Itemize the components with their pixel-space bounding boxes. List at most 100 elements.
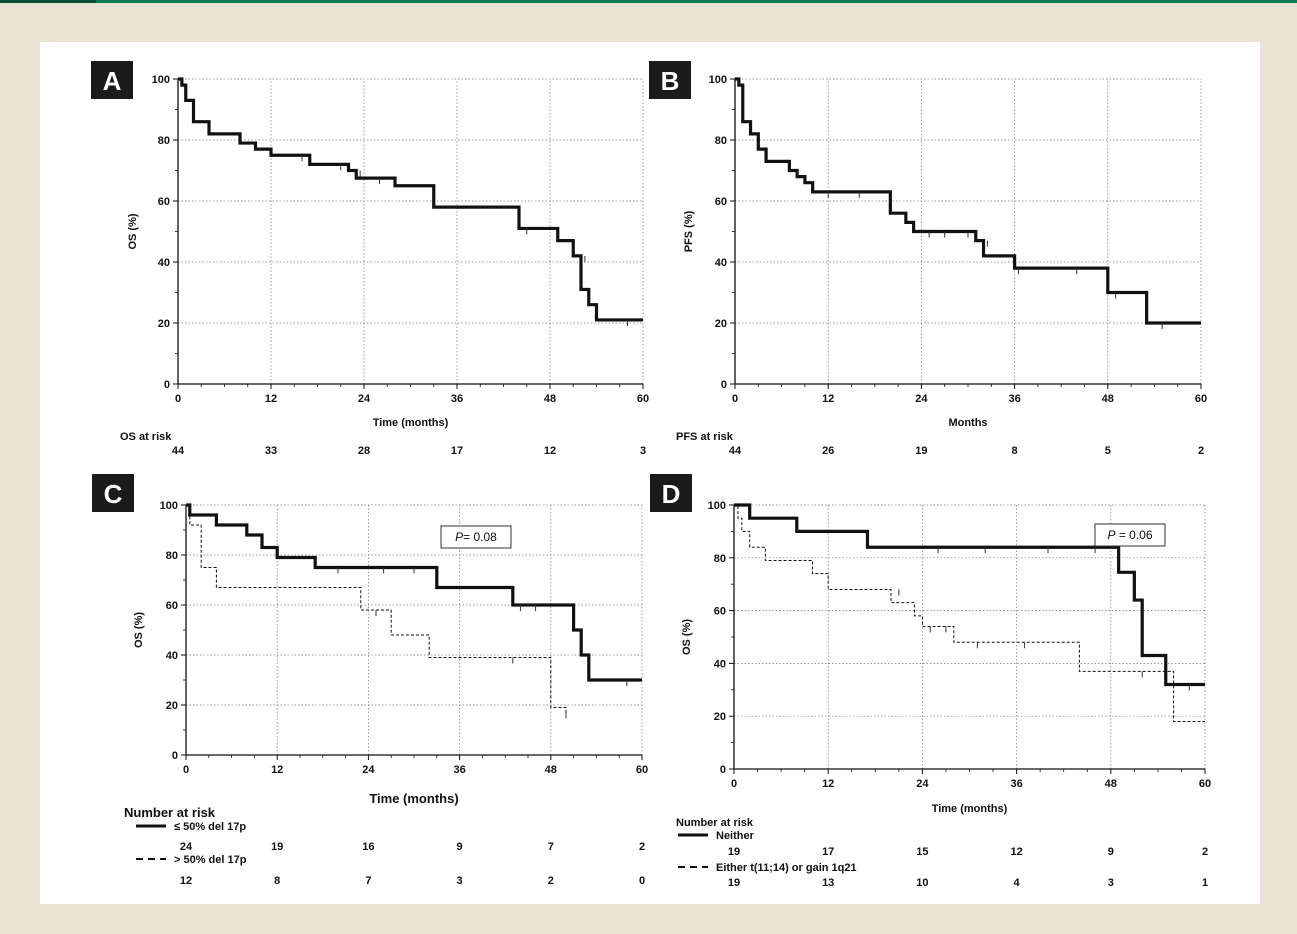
risk-value: 44 bbox=[729, 445, 742, 457]
y-axis-label: OS (%) bbox=[681, 619, 693, 655]
risk-value: 15 bbox=[916, 846, 928, 858]
risk-value: 3 bbox=[1108, 877, 1114, 889]
x-tick-label: 36 bbox=[453, 764, 465, 776]
x-tick-label: 24 bbox=[358, 393, 371, 405]
risk-value: 12 bbox=[544, 445, 556, 457]
risk-value: 3 bbox=[457, 875, 463, 887]
x-tick-label: 0 bbox=[183, 764, 189, 776]
y-tick-label: 20 bbox=[158, 318, 170, 330]
legend-label-2: Either t(11;14) or gain 1q21 bbox=[716, 862, 857, 874]
panel-a: A 0 12 24 36 48 60 0 20 40 60 80 100 Time (months) OS … bbox=[91, 61, 649, 457]
risk-value: 9 bbox=[1108, 846, 1114, 858]
km-curve-1 bbox=[735, 77, 1201, 325]
risk-value: 17 bbox=[822, 846, 834, 858]
km-curve-2 bbox=[734, 504, 1205, 722]
p-value-annotation: P = 0.06 bbox=[1107, 528, 1152, 542]
risk-value: 24 bbox=[180, 841, 193, 853]
x-tick-label: 12 bbox=[822, 778, 834, 790]
legend-label-1: ≤ 50% del 17p bbox=[174, 821, 246, 833]
top-accent-bar bbox=[0, 0, 1297, 3]
x-tick-label: 36 bbox=[1008, 393, 1020, 405]
x-tick-label: 60 bbox=[637, 393, 649, 405]
risk-value: 13 bbox=[822, 877, 834, 889]
panel-badge-label: C bbox=[104, 479, 123, 509]
y-tick-label: 80 bbox=[166, 550, 178, 562]
panel-badge bbox=[91, 61, 133, 99]
y-tick-label: 40 bbox=[166, 650, 178, 662]
risk-value: 19 bbox=[271, 841, 283, 853]
km-curve-1 bbox=[186, 503, 642, 682]
y-tick-label: 60 bbox=[158, 196, 170, 208]
x-axis-label: Time (months) bbox=[932, 803, 1008, 815]
x-tick-label: 12 bbox=[822, 393, 834, 405]
p-value-annotation: P= 0.08 bbox=[455, 530, 497, 544]
risk-value: 2 bbox=[548, 875, 554, 887]
y-axis-label: OS (%) bbox=[133, 612, 145, 648]
y-tick-label: 20 bbox=[166, 700, 178, 712]
risk-value: 7 bbox=[365, 875, 371, 887]
panel-b: B 0 12 24 36 48 60 0 20 40 60 80 100 Months PFS (%) PFS… bbox=[649, 61, 1207, 457]
y-tick-label: 100 bbox=[152, 74, 170, 86]
risk-value: 12 bbox=[180, 875, 192, 887]
y-tick-label: 40 bbox=[715, 257, 727, 269]
y-axis-label: PFS (%) bbox=[683, 210, 695, 252]
x-tick-label: 60 bbox=[1195, 393, 1207, 405]
y-tick-label: 80 bbox=[714, 553, 726, 565]
y-tick-label: 0 bbox=[172, 750, 178, 762]
x-tick-label: 12 bbox=[271, 764, 283, 776]
y-tick-label: 80 bbox=[158, 135, 170, 147]
x-tick-label: 0 bbox=[175, 393, 181, 405]
p-value-prefix: P bbox=[455, 530, 463, 544]
risk-value: 33 bbox=[265, 445, 277, 457]
km-curve-2 bbox=[186, 504, 567, 713]
x-tick-label: 24 bbox=[916, 778, 929, 790]
x-tick-label: 48 bbox=[545, 764, 557, 776]
risk-value: 17 bbox=[451, 445, 463, 457]
top-accent-bar-dark bbox=[0, 0, 96, 3]
x-tick-label: 48 bbox=[544, 393, 556, 405]
y-tick-label: 100 bbox=[160, 500, 178, 512]
y-axis-label: OS (%) bbox=[127, 213, 139, 249]
panel-badge bbox=[650, 474, 692, 512]
x-tick-label: 48 bbox=[1102, 393, 1114, 405]
y-tick-label: 80 bbox=[715, 135, 727, 147]
panel-badge bbox=[649, 61, 691, 99]
y-tick-label: 0 bbox=[164, 379, 170, 391]
y-tick-label: 0 bbox=[721, 379, 727, 391]
risk-value: 8 bbox=[1012, 445, 1018, 457]
x-tick-label: 60 bbox=[1199, 778, 1211, 790]
panel-badge-label: B bbox=[661, 66, 680, 96]
y-tick-label: 40 bbox=[158, 257, 170, 269]
p-value-box bbox=[1094, 523, 1166, 547]
km-curve-1 bbox=[178, 77, 643, 322]
y-tick-label: 20 bbox=[714, 711, 726, 723]
panel-badge-label: D bbox=[662, 479, 681, 509]
risk-value: 28 bbox=[358, 445, 370, 457]
x-axis-label: Months bbox=[948, 417, 987, 429]
y-tick-label: 100 bbox=[708, 500, 726, 512]
p-value-prefix: P bbox=[1107, 528, 1115, 542]
panel-badge bbox=[92, 474, 134, 512]
risk-value: 3 bbox=[640, 445, 646, 457]
risk-value: 7 bbox=[548, 841, 554, 853]
x-tick-label: 24 bbox=[915, 393, 928, 405]
x-tick-label: 0 bbox=[731, 778, 737, 790]
y-tick-label: 40 bbox=[714, 658, 726, 670]
x-tick-label: 36 bbox=[1010, 778, 1022, 790]
x-tick-label: 12 bbox=[265, 393, 277, 405]
risk-value: 44 bbox=[172, 445, 185, 457]
x-tick-label: 48 bbox=[1105, 778, 1117, 790]
risk-value: 2 bbox=[639, 841, 645, 853]
risk-value: 2 bbox=[1198, 445, 1204, 457]
p-value-text: = 0.08 bbox=[463, 530, 497, 544]
km-curve-1 bbox=[734, 503, 1205, 687]
panel-badge-label: A bbox=[103, 66, 122, 96]
risk-value: 4 bbox=[1014, 877, 1021, 889]
risk-value: 16 bbox=[362, 841, 374, 853]
x-tick-label: 0 bbox=[732, 393, 738, 405]
risk-value: 9 bbox=[457, 841, 463, 853]
risk-value: 19 bbox=[915, 445, 927, 457]
risk-value: 26 bbox=[822, 445, 834, 457]
